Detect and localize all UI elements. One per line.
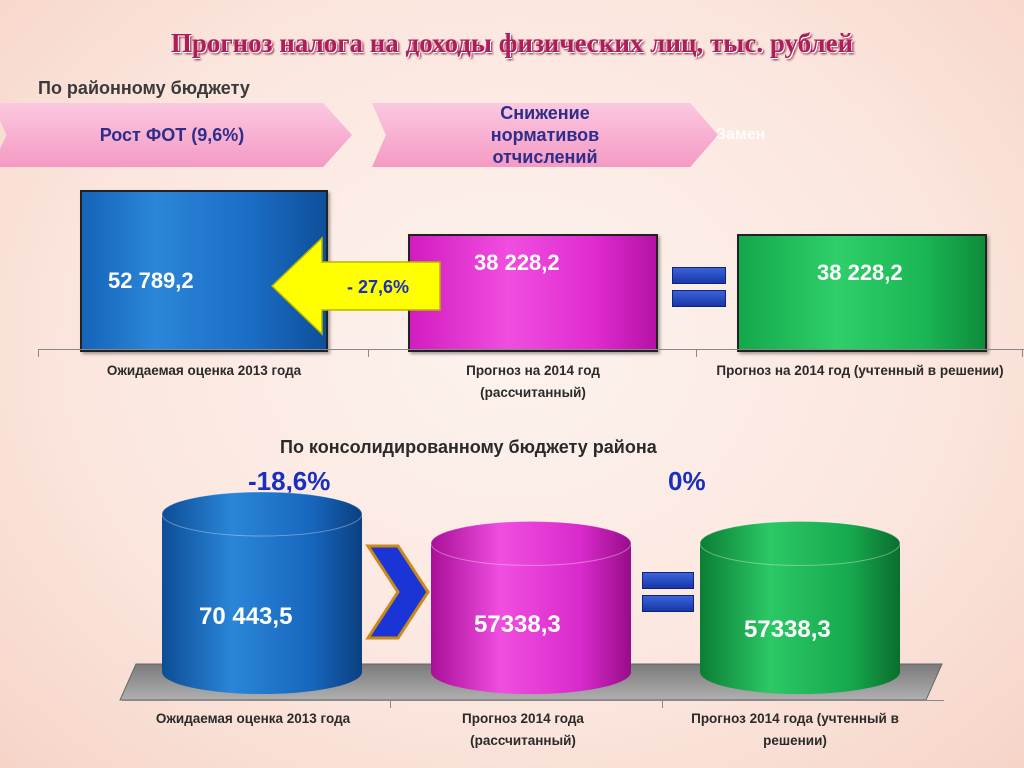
section-heading-consolidated: По консолидированному бюджету района	[280, 437, 657, 457]
axis-tick	[368, 349, 369, 357]
chevron-norms-decrease: Снижение нормативов отчислений	[372, 103, 718, 167]
equals-icon	[642, 572, 694, 589]
cylinder-2014-calculated	[430, 520, 632, 694]
cylinder-body	[162, 514, 362, 694]
bar-value-label: 38 228,2	[817, 259, 903, 285]
category-label: Ожидаемая оценка 2013 года	[155, 711, 351, 726]
change-right-pct: 0%	[668, 466, 706, 496]
change-label-27: - 27,6%	[346, 277, 410, 297]
change-left-pct: -18,6%	[248, 466, 331, 496]
bar-2014-approved: 38 228,2	[737, 233, 987, 352]
category-label: Прогноз на 2014 год (рассчитанный)	[466, 363, 600, 400]
bar-value-label: 38 228,2	[474, 249, 560, 275]
axis-tick	[696, 349, 697, 357]
chevron-fot-growth: Рост ФОТ (9,6%)	[0, 103, 352, 167]
chevron-label: Рост ФОТ (9,6%)	[99, 125, 245, 145]
equals-icon	[672, 267, 726, 284]
cylinder-top	[161, 491, 363, 537]
cylinder-value-label: 57338,3	[474, 611, 561, 638]
category-label: Ожидаемая оценка 2013 года	[106, 363, 302, 378]
cylinder-body	[431, 543, 631, 694]
axis-tick	[38, 349, 39, 357]
cylinder-2014-approved	[699, 520, 901, 694]
cylinder-top	[430, 520, 632, 566]
category-label: Прогноз 2014 года (рассчитанный)	[462, 711, 584, 748]
category-label: Прогноз на 2014 год (учтенный в решении)	[716, 363, 1004, 378]
section-heading-district: По районному бюджету	[38, 78, 250, 98]
chevron-right-icon	[365, 544, 430, 640]
cylinder-value-label: 70 443,5	[199, 603, 293, 630]
bar-value-label: 52 789,2	[108, 268, 194, 293]
equals-icon	[642, 595, 694, 612]
decrease-arrow	[270, 236, 441, 336]
axis-tick	[1022, 349, 1023, 357]
axis-tick	[662, 700, 663, 708]
page-title: Прогноз налога на доходы физических лиц,…	[170, 28, 854, 58]
chevron-label: Снижение нормативов отчислений	[490, 103, 600, 167]
x-axis	[122, 700, 944, 701]
ghost-text: Замен	[716, 126, 766, 143]
cylinder-2013-estimate	[161, 491, 363, 694]
cylinder-body	[700, 543, 900, 694]
equals-icon	[672, 290, 726, 307]
category-label: Прогноз 2014 года (учтенный в решении)	[691, 711, 899, 748]
axis-tick	[390, 700, 391, 708]
cylinder-top	[699, 520, 901, 566]
x-axis	[38, 349, 1024, 350]
cylinder-value-label: 57338,3	[744, 616, 831, 643]
